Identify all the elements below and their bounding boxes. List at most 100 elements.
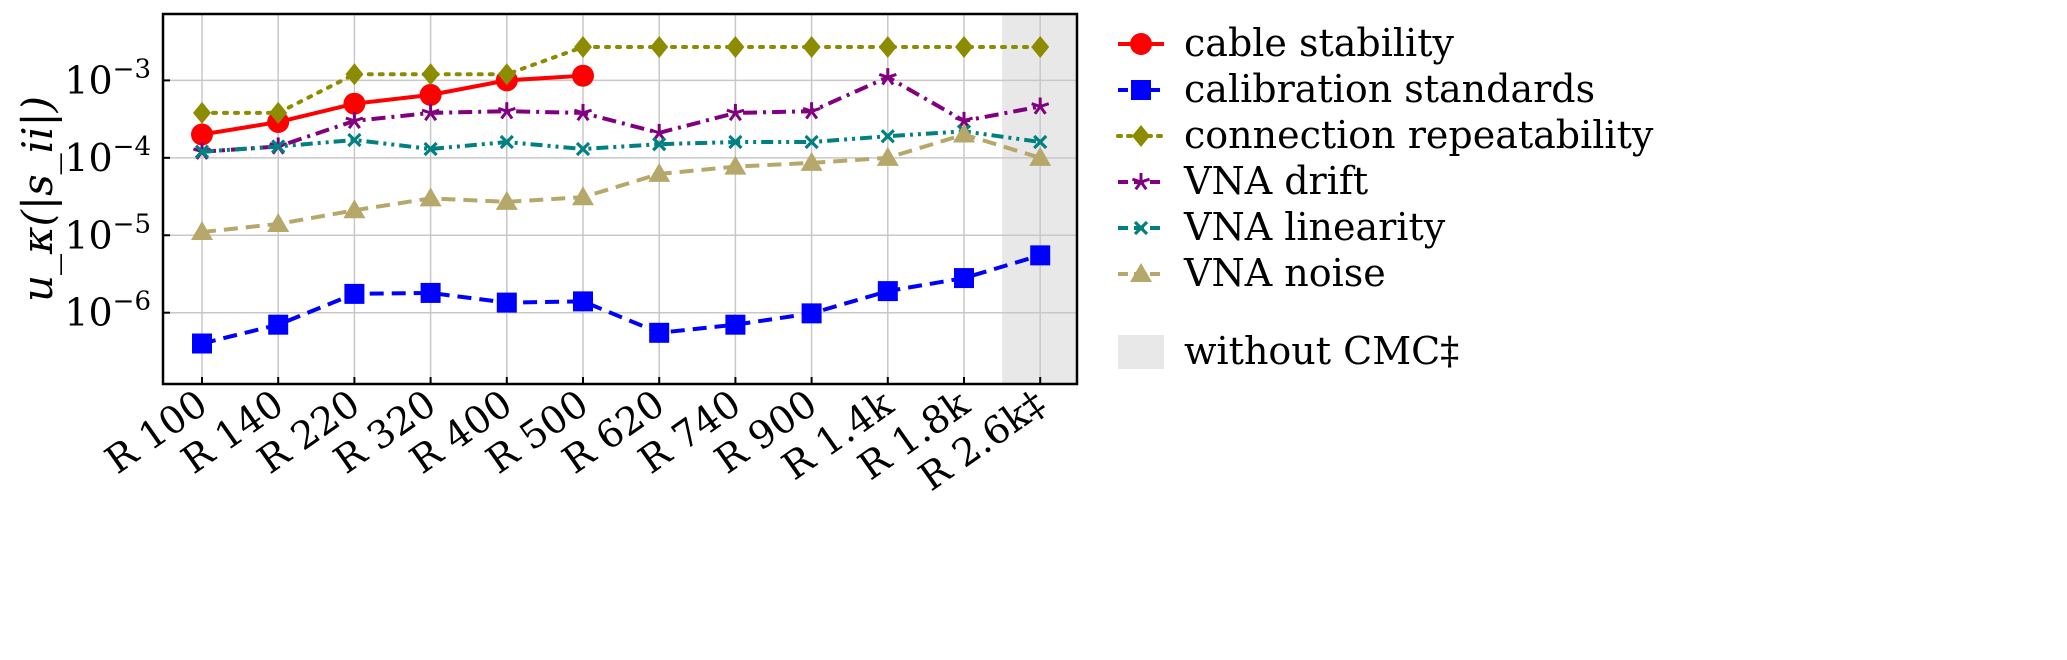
series-line — [201, 73, 584, 137]
data-point — [878, 35, 897, 58]
data-point — [344, 283, 365, 304]
data-point — [877, 281, 898, 302]
legend-label: VNA drift — [1183, 159, 1368, 203]
data-point — [648, 162, 671, 182]
series-line — [201, 75, 1041, 154]
legend-entry: VNA noise — [1118, 251, 1386, 295]
data-point — [728, 134, 743, 150]
y-tick-label: 10−3 — [64, 54, 151, 102]
data-point — [496, 292, 517, 313]
legend-marker — [1130, 263, 1152, 282]
data-point — [419, 83, 442, 106]
legend-swatch — [1118, 335, 1164, 369]
data-point — [497, 102, 516, 120]
legend-label: without CMC‡ — [1184, 329, 1459, 373]
data-point — [345, 63, 364, 86]
y-axis-label: u_κ(|s_ii|) — [13, 96, 62, 302]
series-layer — [191, 35, 1052, 354]
data-point — [495, 190, 518, 210]
series-line — [201, 132, 1041, 235]
y-tick-label: 10−6 — [64, 287, 151, 335]
data-point — [268, 314, 289, 335]
data-point — [955, 35, 973, 58]
legend-marker — [1133, 220, 1149, 236]
data-point — [574, 35, 592, 58]
plot-frame — [161, 12, 1079, 386]
legend-entry: VNA drift — [1118, 159, 1368, 203]
data-point — [267, 212, 290, 232]
legend-entry: calibration standards — [1118, 67, 1595, 111]
y-axis-title: u_κ(|s_ii|) — [13, 96, 62, 302]
data-point — [423, 141, 438, 157]
legend-label: connection repeatability — [1184, 113, 1654, 157]
data-point — [419, 187, 442, 207]
data-point — [191, 221, 213, 241]
series-line — [200, 44, 1043, 115]
legend-entry-shaded: without CMC‡ — [1118, 329, 1459, 373]
data-point — [954, 268, 974, 289]
data-point — [1029, 146, 1052, 166]
data-point — [802, 35, 821, 58]
data-point — [1031, 35, 1050, 58]
legend-marker — [1131, 173, 1151, 191]
data-point — [876, 146, 899, 166]
data-point — [725, 314, 746, 335]
data-point — [421, 63, 440, 86]
series-1 — [192, 245, 1051, 354]
data-point — [572, 186, 594, 206]
data-point — [573, 291, 593, 312]
data-point — [1030, 245, 1051, 266]
data-point — [650, 35, 669, 58]
data-point — [953, 123, 975, 143]
data-point — [573, 103, 593, 122]
data-point — [801, 303, 822, 324]
legend-marker — [1131, 80, 1151, 100]
legend-label: VNA noise — [1183, 251, 1386, 295]
legend-marker — [1130, 33, 1152, 55]
series-2 — [193, 35, 1050, 124]
data-point — [726, 35, 745, 58]
series-0 — [191, 64, 594, 146]
legend-entry: VNA linearity — [1118, 205, 1446, 249]
data-point — [724, 155, 747, 175]
data-point — [802, 102, 821, 120]
legend-label: VNA linearity — [1183, 205, 1446, 249]
series-5 — [191, 123, 1052, 241]
data-point — [192, 333, 212, 354]
data-point — [726, 103, 745, 122]
legend-marker — [1132, 125, 1150, 147]
data-point — [194, 144, 210, 159]
y-tick-label: 10−4 — [64, 132, 151, 180]
data-point — [652, 137, 667, 152]
y-tick-label: 10−5 — [64, 209, 151, 257]
data-point — [191, 123, 213, 146]
data-point — [878, 68, 897, 86]
data-point — [269, 101, 288, 124]
data-point — [804, 134, 819, 150]
data-point — [880, 129, 895, 144]
legend-label: calibration standards — [1184, 67, 1595, 111]
data-point — [420, 282, 441, 303]
data-point — [421, 103, 440, 122]
data-point — [343, 199, 366, 219]
grid-layer — [163, 14, 1077, 384]
y-tick-labels: 10−6 10−5 10−4 10−3 — [64, 54, 151, 334]
data-point — [499, 134, 514, 150]
data-point — [1031, 97, 1050, 115]
data-point — [800, 151, 823, 171]
data-point — [575, 141, 591, 157]
data-point — [1033, 134, 1048, 150]
legend-entry: cable stability — [1118, 21, 1454, 65]
legend-entry: connection repeatability — [1116, 113, 1654, 157]
data-point — [193, 101, 211, 124]
data-point — [347, 132, 362, 148]
data-point — [954, 111, 974, 130]
data-point — [649, 322, 670, 343]
data-point — [497, 63, 516, 86]
data-point — [271, 139, 286, 154]
data-point — [345, 111, 364, 130]
series-line — [201, 253, 1041, 346]
series-line — [201, 129, 1041, 154]
